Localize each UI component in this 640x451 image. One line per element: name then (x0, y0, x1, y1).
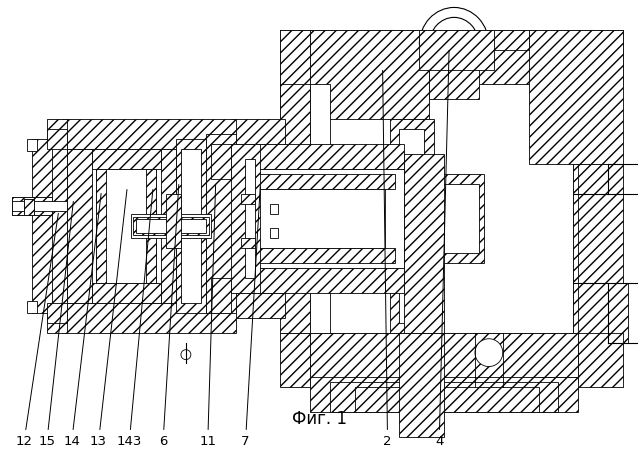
Polygon shape (146, 169, 156, 283)
Polygon shape (310, 333, 579, 387)
Polygon shape (236, 249, 394, 263)
Bar (27, 139, 37, 151)
Bar (12, 197, 52, 215)
Circle shape (181, 350, 191, 359)
Text: 12: 12 (15, 213, 58, 448)
Text: 15: 15 (38, 202, 74, 448)
Polygon shape (419, 30, 494, 69)
Polygon shape (529, 30, 623, 164)
Text: 143: 143 (116, 189, 153, 448)
Polygon shape (280, 30, 623, 84)
Polygon shape (92, 149, 161, 169)
Polygon shape (24, 199, 34, 215)
Polygon shape (12, 197, 52, 215)
Polygon shape (61, 119, 236, 149)
Polygon shape (280, 30, 310, 229)
Bar (246, 159, 255, 278)
Polygon shape (133, 216, 209, 235)
Polygon shape (47, 119, 67, 333)
Bar (67, 149, 176, 303)
Bar (310, 84, 330, 333)
Polygon shape (161, 149, 176, 303)
Polygon shape (399, 333, 444, 437)
Text: Фиг. 1: Фиг. 1 (292, 410, 348, 428)
Bar (399, 129, 424, 323)
Polygon shape (32, 139, 52, 313)
Polygon shape (166, 194, 181, 249)
Polygon shape (330, 382, 559, 412)
Polygon shape (236, 174, 394, 189)
Bar (270, 204, 278, 214)
Polygon shape (230, 268, 404, 293)
Polygon shape (310, 377, 579, 412)
Bar (131, 214, 211, 239)
Polygon shape (573, 164, 623, 283)
Polygon shape (230, 144, 260, 293)
Polygon shape (230, 119, 285, 144)
Polygon shape (429, 30, 529, 99)
Polygon shape (97, 169, 106, 283)
Polygon shape (67, 149, 92, 303)
Polygon shape (211, 278, 230, 313)
Bar (246, 189, 385, 249)
Polygon shape (404, 174, 484, 263)
Polygon shape (206, 134, 236, 313)
Text: 7: 7 (241, 187, 260, 448)
Bar (181, 149, 201, 303)
Bar (270, 229, 278, 239)
Bar (12, 201, 67, 211)
Polygon shape (61, 303, 236, 333)
Bar (97, 169, 156, 283)
Polygon shape (241, 239, 255, 249)
Polygon shape (47, 303, 67, 323)
Text: 4: 4 (435, 51, 449, 448)
Polygon shape (310, 333, 579, 382)
Bar (230, 169, 404, 268)
Polygon shape (47, 129, 67, 149)
Polygon shape (573, 283, 628, 343)
Polygon shape (92, 283, 161, 303)
Polygon shape (404, 154, 444, 333)
Polygon shape (230, 293, 285, 318)
Polygon shape (310, 30, 429, 119)
Bar (410, 184, 479, 253)
Polygon shape (176, 139, 206, 313)
Circle shape (475, 339, 503, 367)
Polygon shape (230, 144, 404, 169)
Polygon shape (573, 164, 579, 343)
Text: 6: 6 (159, 184, 179, 448)
Polygon shape (355, 387, 538, 412)
Bar (24, 199, 34, 215)
Polygon shape (390, 119, 434, 333)
Bar (27, 301, 37, 313)
Polygon shape (211, 144, 230, 179)
Polygon shape (280, 84, 310, 333)
Polygon shape (241, 194, 255, 204)
Bar (136, 219, 206, 234)
Text: 11: 11 (199, 184, 216, 448)
Text: 14: 14 (63, 193, 101, 448)
Text: 2: 2 (383, 70, 392, 448)
Text: 13: 13 (90, 189, 127, 448)
Polygon shape (280, 333, 623, 387)
